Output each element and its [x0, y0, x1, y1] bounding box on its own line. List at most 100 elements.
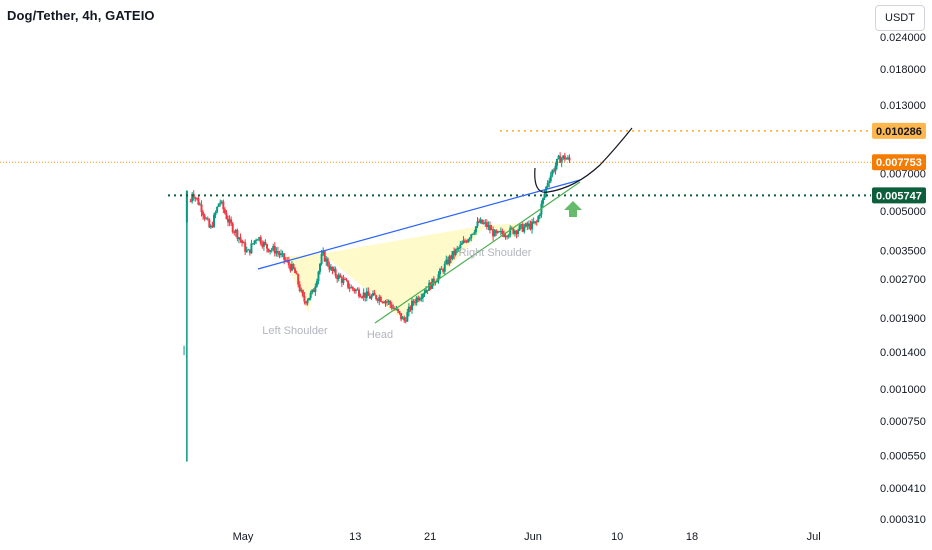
candle-body	[515, 230, 518, 235]
candle-body	[365, 291, 368, 298]
currency-button[interactable]: USDT	[875, 5, 925, 31]
right-shoulder-label: Right Shoulder	[459, 247, 532, 259]
candle-body	[501, 231, 504, 234]
candle-body	[319, 263, 322, 272]
candle-body	[368, 295, 371, 299]
candle-body	[309, 292, 312, 298]
candle-body	[443, 263, 446, 272]
candle-body	[340, 277, 343, 283]
candle-body	[258, 237, 261, 240]
candle-body	[200, 204, 203, 213]
candle-body	[435, 280, 438, 283]
candle-body	[554, 165, 557, 172]
y-tick-label: 0.000310	[880, 514, 926, 526]
candle-body	[434, 282, 437, 284]
candle-body	[284, 259, 287, 261]
candle-body	[234, 230, 237, 233]
x-tick-label: May	[233, 531, 254, 543]
candle-body	[460, 243, 463, 245]
candle-body	[407, 306, 410, 313]
candle-body	[343, 278, 346, 280]
candle-body	[470, 234, 473, 239]
price-badge-0005747-text: 0.005747	[876, 190, 922, 202]
candle-body	[476, 221, 479, 227]
candle-body	[304, 301, 307, 304]
candle-body	[230, 219, 233, 224]
candle-body	[551, 170, 554, 176]
candle-body	[276, 251, 279, 254]
candle-body	[312, 289, 315, 293]
candle-body	[531, 221, 534, 230]
candle-body	[347, 280, 350, 288]
candle-body	[266, 244, 269, 249]
candle-body	[390, 304, 393, 309]
candle-body	[326, 258, 329, 266]
y-tick-label: 0.013000	[880, 100, 926, 112]
candle-body	[376, 299, 379, 301]
candle-body	[406, 312, 409, 322]
candle-body	[251, 243, 254, 245]
candle-body	[278, 253, 281, 256]
candle-body	[535, 221, 538, 223]
candle-body	[308, 297, 311, 301]
candle-body	[320, 254, 323, 264]
candle-body	[538, 214, 541, 217]
candle-body	[362, 292, 365, 297]
candle-body	[526, 223, 529, 227]
candle-body	[423, 292, 426, 295]
candle-body	[496, 231, 499, 233]
candle-body	[253, 240, 256, 244]
candle-body	[372, 292, 375, 296]
candle-body	[420, 297, 423, 299]
candle-body	[269, 250, 272, 252]
candle-body	[456, 248, 459, 250]
candle-body	[566, 157, 569, 159]
candle-body	[384, 301, 387, 304]
neckline	[257, 179, 581, 270]
candle-body	[231, 223, 234, 233]
candle-body	[247, 249, 250, 251]
candle-body	[227, 218, 230, 223]
candle-body	[202, 212, 205, 216]
candle-body	[440, 268, 443, 270]
candle-body	[342, 278, 345, 283]
candle-body	[358, 289, 360, 297]
candle-body	[478, 221, 481, 223]
candle-body	[351, 286, 354, 290]
x-tick-label: 21	[424, 531, 436, 543]
candle-body	[323, 250, 326, 262]
x-tick-label: 18	[686, 531, 698, 543]
candle-body	[448, 256, 451, 265]
candle-body	[552, 170, 555, 172]
candle-body	[549, 175, 552, 182]
candle-body	[556, 158, 559, 166]
y-tick-label: 0.007000	[880, 169, 926, 181]
candle-body	[400, 313, 403, 320]
candle-body	[493, 230, 496, 237]
y-tick-label: 0.018000	[880, 64, 926, 76]
candle-body	[409, 306, 412, 311]
candle-body	[236, 230, 239, 239]
x-tick-label: 10	[611, 531, 623, 543]
candle-body	[387, 301, 390, 303]
candle-body	[451, 251, 454, 259]
candle-body	[559, 155, 562, 163]
candle-body	[523, 226, 526, 232]
candle-body	[381, 301, 384, 303]
candle-body	[532, 221, 535, 224]
candle-body	[195, 197, 198, 199]
candle-body	[442, 269, 445, 272]
candle-body	[267, 248, 270, 252]
x-tick-label: Jul	[807, 531, 821, 543]
candle-body	[198, 204, 201, 206]
candle-body	[328, 265, 331, 270]
left-shoulder-label: Left Shoulder	[262, 325, 328, 337]
candle-body	[520, 224, 523, 226]
candle-body	[334, 269, 337, 276]
candle-body	[565, 158, 568, 160]
candle-body	[290, 264, 293, 271]
candle-body	[228, 219, 231, 223]
candle-body	[297, 274, 300, 285]
candle-body	[273, 245, 276, 254]
